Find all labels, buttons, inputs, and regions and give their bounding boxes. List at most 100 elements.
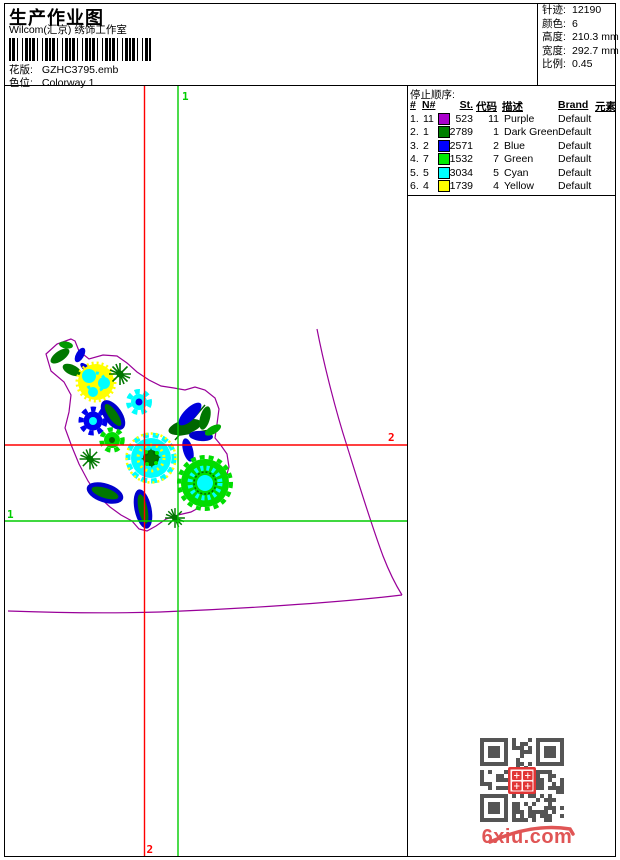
flower-blue	[78, 406, 108, 436]
print-scale-value: 0.45	[572, 58, 593, 71]
row-index: 5.	[410, 166, 419, 179]
color-swatch	[438, 126, 450, 139]
stitch-count: 2571	[449, 139, 473, 152]
thread-brand: Default	[558, 153, 592, 166]
row-index: 3.	[410, 139, 419, 152]
stitch-count: 3034	[449, 166, 473, 179]
col-brand: Brand	[558, 99, 589, 111]
col-needle: N#	[422, 99, 436, 111]
stitch-count-value: 12190	[572, 4, 602, 16]
table-row: 2. 1 2789 1 Dark Green Default	[407, 126, 615, 139]
thread-code: 11	[488, 113, 499, 125]
thread-code: 4	[493, 180, 499, 192]
print-scale-row: 比例: 0.45	[542, 58, 618, 72]
garment-outline	[7, 328, 403, 614]
design-height-value: 210.3 mm	[572, 31, 619, 44]
design-width-value: 292.7 mm	[572, 44, 619, 57]
col-description: 描述	[502, 101, 523, 113]
thread-brand: Default	[558, 126, 592, 139]
stitch-count: 2789	[449, 126, 473, 139]
row-index: 6.	[410, 180, 419, 192]
color-count-label: 颜色:	[542, 17, 566, 30]
leaf-bottom-left	[86, 482, 124, 504]
table-row: 4. 7 1532 7 Green Default	[407, 153, 615, 166]
color-swatch	[438, 153, 450, 166]
needle-number: 1	[423, 126, 429, 139]
stitch-count: 1532	[449, 153, 473, 166]
needle-number: 7	[423, 153, 429, 166]
stop-sequence-title: 停止顺序:	[410, 89, 455, 101]
thread-code: 7	[493, 153, 499, 166]
table-row: 5. 5 3034 5 Cyan Default	[407, 166, 615, 180]
info-panel: 针迹: 12190 颜色: 6 高度: 210.3 mm 宽度: 292.7 mm 比例…	[538, 4, 619, 72]
qr-code-icon	[480, 738, 564, 822]
colorway-value: Colorway 1	[41, 77, 95, 89]
design-height-label: 高度:	[542, 31, 566, 44]
header-divider	[4, 85, 615, 86]
thread-description: Purple	[504, 113, 535, 125]
colorway-label: 色位:	[9, 77, 33, 89]
needle-number: 11	[423, 113, 434, 125]
marker-label-green-top: 1	[182, 90, 189, 103]
col-element: 元素	[595, 101, 616, 113]
design-canvas: 1 1 2 2	[5, 86, 407, 856]
color-count-row: 颜色: 6	[542, 18, 618, 32]
table-row: 3. 2 2571 2 Blue Default	[407, 139, 615, 153]
stitch-count-row: 针迹: 12190	[542, 4, 618, 18]
info-panel-divider	[537, 3, 538, 86]
marker-label-red-right: 2	[388, 431, 395, 444]
design-height-row: 高度: 210.3 mm	[542, 31, 619, 45]
barcode-icon	[9, 38, 151, 61]
row-index: 1.	[410, 113, 419, 125]
seal-icon	[508, 767, 536, 794]
flower-yellow-cyan	[75, 361, 117, 403]
stitch-count-label: 针迹:	[542, 4, 566, 16]
thread-code: 1	[493, 126, 499, 139]
thread-code: 2	[493, 139, 499, 152]
marker-label-red-bottom: 2	[147, 843, 154, 856]
color-swatch	[438, 180, 450, 192]
row-index: 2.	[410, 126, 419, 139]
flower-green	[99, 427, 125, 453]
thread-brand: Default	[558, 139, 592, 152]
watermark-logo: 6xiu.com	[481, 826, 573, 848]
col-stitches: St.	[459, 99, 473, 111]
print-scale-label: 比例:	[542, 58, 566, 71]
table-row: 1. 11 523 11 Purple Default	[407, 113, 615, 126]
leaf-bottom-center	[133, 489, 153, 529]
col-code: 代码	[476, 101, 497, 113]
thread-brand: Default	[558, 166, 592, 179]
spark-icon	[164, 507, 186, 529]
page-frame	[4, 3, 616, 857]
thread-brand: Default	[558, 113, 592, 125]
row-index: 4.	[410, 153, 419, 166]
pattern-file-row: 花版: GZHC3795.emb	[9, 62, 118, 77]
spark-icon	[78, 447, 102, 471]
thread-description: Yellow	[504, 180, 534, 192]
design-width-row: 宽度: 292.7 mm	[542, 44, 619, 59]
leaf-cluster-right	[168, 402, 222, 462]
leaf-blue-green	[100, 400, 126, 430]
page-title: 生产作业图	[9, 8, 104, 28]
needle-number: 5	[423, 166, 429, 179]
studio-name: Wilcom(汇京) 绣饰工作室	[9, 24, 127, 36]
pattern-file-label: 花版:	[9, 64, 33, 76]
stitch-count: 1739	[449, 180, 473, 192]
flower-cyan	[126, 389, 152, 415]
design-width-label: 宽度:	[542, 44, 566, 57]
flower-right	[177, 455, 233, 511]
table-bottom-border	[407, 195, 615, 196]
qr-finder-patterns	[480, 738, 564, 822]
color-swatch	[438, 166, 450, 179]
color-swatch	[438, 113, 450, 125]
thread-description: Blue	[504, 139, 526, 152]
color-swatch	[438, 139, 450, 152]
needle-number: 4	[423, 180, 429, 192]
stop-sequence-panel: 停止顺序: # N# St. 代码 描述 Brand 元素 1. 11 523 11 P…	[407, 85, 616, 195]
marker-label-green-left: 1	[7, 508, 14, 521]
stitch-count: 523	[455, 113, 473, 125]
needle-number: 2	[423, 139, 429, 152]
flower-central	[125, 432, 177, 484]
crosshair-lines	[5, 86, 407, 856]
